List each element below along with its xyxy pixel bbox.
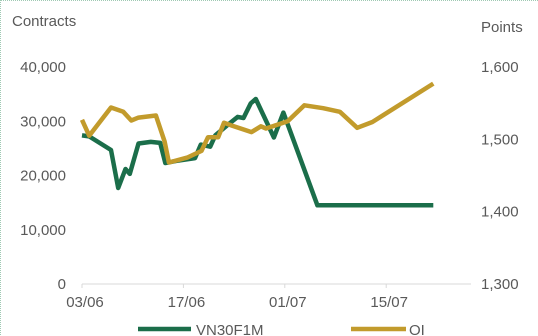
x-tick-label: 15/07 — [370, 294, 408, 311]
left-tick-label: 20,000 — [20, 168, 66, 185]
right-tick-label: 1,300 — [481, 276, 519, 293]
right-tick-label: 1,400 — [481, 204, 519, 221]
legend-label-oi: OI — [409, 322, 425, 336]
plot-area: 0 10,000 20,000 30,000 40,000 1,300 1,400 1,500… — [20, 59, 518, 311]
x-tick-label: 03/06 — [66, 294, 104, 311]
left-axis-label: Contracts — [12, 13, 76, 30]
left-tick-label: 40,000 — [20, 59, 66, 76]
series-line-oi — [79, 81, 435, 165]
left-tick-label: 10,000 — [20, 222, 66, 239]
right-tick-label: 1,500 — [481, 131, 519, 148]
right-tick-label: 1,600 — [481, 59, 519, 76]
legend-label-vn30f1m: VN30F1M — [196, 322, 264, 336]
x-tick-label: 17/06 — [168, 294, 206, 311]
x-tick-label: 01/07 — [269, 294, 307, 311]
left-tick-label: 30,000 — [20, 113, 66, 130]
right-axis-label: Points — [481, 19, 523, 36]
series-line-vn30f1m — [81, 96, 434, 208]
left-tick-label: 0 — [58, 276, 66, 293]
legend: VN30F1M OI — [138, 322, 425, 336]
